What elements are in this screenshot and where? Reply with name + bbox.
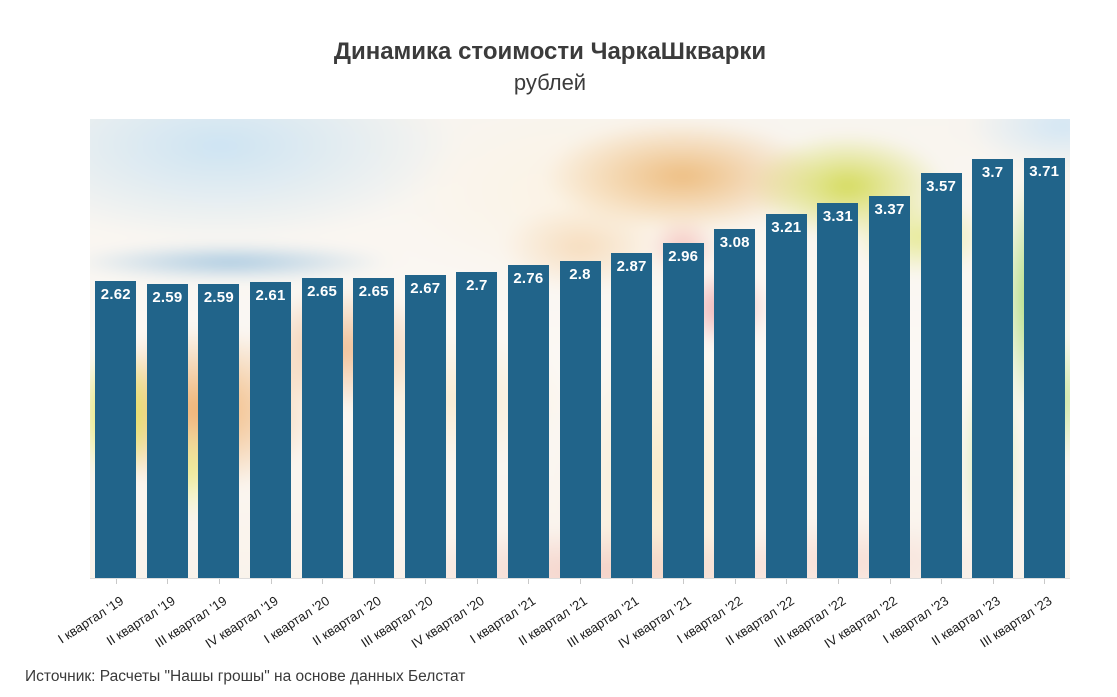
x-axis-tick (1044, 579, 1046, 584)
chart-title: Динамика стоимости ЧаркаШкварки (333, 38, 767, 65)
x-axis-tick (270, 579, 272, 584)
bar: 2.76 (507, 265, 549, 578)
bar: 2.61 (250, 282, 291, 578)
bar-value-label: 2.65 (358, 283, 389, 300)
x-axis-tick (683, 579, 685, 584)
x-axis-tick (941, 579, 943, 584)
bar: 2.8 (559, 261, 601, 578)
bar: 3.31 (817, 203, 859, 578)
bar: 2.65 (301, 278, 343, 578)
x-axis-tick (373, 579, 375, 584)
x-axis-tick (218, 579, 220, 584)
x-axis-tick (580, 579, 581, 584)
bar-value-label: 2.61 (255, 287, 286, 304)
bar-value-label: 3.7 (981, 164, 1004, 181)
bar-value-label: 2.62 (100, 286, 131, 303)
bar-value-label: 2.59 (152, 289, 183, 306)
bar-value-label: 2.96 (668, 248, 699, 265)
bar: 3.37 (869, 196, 910, 578)
x-axis-tick (786, 579, 788, 584)
source-note: Источник: Расчеты "Нашы грошы" на основе… (25, 668, 466, 685)
bar-value-label: 3.08 (719, 234, 750, 251)
bar-value-label: 3.71 (1029, 163, 1060, 180)
bar-value-label: 2.87 (616, 258, 647, 275)
x-axis-tick (322, 579, 324, 584)
bar: 2.87 (611, 253, 653, 578)
x-axis-tick (115, 579, 117, 584)
bar: 3.71 (1023, 158, 1065, 578)
bar-value-label: 2.76 (513, 270, 544, 287)
x-axis-tick (167, 579, 169, 584)
bar-value-label: 3.31 (822, 208, 853, 225)
bar: 2.65 (353, 278, 395, 578)
bar: 2.62 (95, 281, 137, 578)
plot-area: 2.62 2.59 2.59 2.61 2.65 2.65 2.67 2.7 2.76 2.8 2.… (90, 119, 1070, 578)
bar-value-label: 2.65 (307, 283, 338, 300)
bar: 2.59 (146, 284, 188, 578)
bar: 3.08 (714, 229, 756, 578)
x-axis-tick (889, 579, 891, 584)
bar: 2.59 (198, 284, 240, 578)
chart-header: Динамика стоимости ЧаркаШкварки рублей (0, 36, 1100, 98)
bar: 2.96 (662, 243, 704, 578)
x-axis-tick (528, 579, 530, 584)
bar-value-label: 3.21 (771, 219, 802, 236)
bar: 3.57 (920, 173, 962, 578)
x-axis-tick (734, 579, 736, 584)
bar: 2.67 (404, 275, 446, 578)
bar-value-label: 3.37 (874, 201, 905, 218)
x-axis-tick (425, 579, 427, 584)
x-axis-tick (476, 579, 478, 584)
bar: 2.7 (456, 272, 498, 578)
x-axis-tick (992, 579, 994, 584)
x-axis: I квартал '19 II квартал '19 III квартал '… (55, 578, 1070, 689)
bar-value-label: 3.57 (926, 178, 957, 195)
chart-subtitle: рублей (513, 70, 587, 95)
x-axis-tick (631, 579, 633, 584)
bar-value-label: 2.7 (466, 277, 488, 294)
bar-value-label: 2.59 (203, 289, 234, 306)
x-axis-tick (837, 579, 839, 584)
bar: 3.21 (765, 214, 807, 578)
bar-value-label: 2.67 (410, 280, 441, 297)
bar: 3.7 (972, 159, 1014, 578)
bar-value-label: 2.8 (569, 266, 591, 283)
